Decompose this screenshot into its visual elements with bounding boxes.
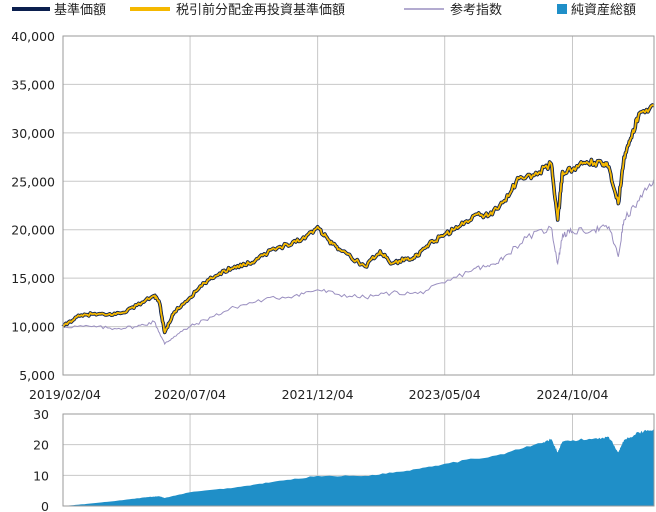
y-tick-label: 5,000 [19,368,55,383]
series-line-nav [61,103,655,335]
sub-y-tick-label: 30 [33,407,49,422]
legend-label-benchmark: 参考指数 [450,2,502,18]
main-chart-series [61,103,655,346]
y-tick-label: 10,000 [11,320,55,335]
y-tick-label: 30,000 [11,126,55,141]
main-chart-axes: 5,000 10,000 15,000 20,000 25,000 30,000 35,00… [11,29,655,402]
x-tick-label: 2020/07/04 [154,387,226,402]
sub-plot-frame [62,413,655,507]
y-tick-label: 35,000 [11,77,55,92]
x-tick-label: 2019/02/04 [29,387,101,402]
net-assets-series [63,428,654,506]
y-tick-label: 20,000 [11,223,55,238]
sub-y-tick-label: 10 [33,468,49,483]
x-tick-label: 2023/05/04 [409,387,481,402]
legend-label-net-assets: 純資産総額 [571,2,636,18]
main-chart-grid [62,35,654,376]
sub-y-tick-label: 0 [41,499,49,512]
y-tick-label: 40,000 [11,29,55,44]
y-tick-label: 25,000 [11,174,55,189]
series-line-reinvested [62,104,655,334]
legend: 基準価額 税引前分配金再投資基準価額 参考指数 純資産総額 [12,2,636,18]
series-line-benchmark [62,179,655,346]
legend-label-reinvested: 税引前分配金再投資基準価額 [176,2,345,18]
sub-y-tick-label: 20 [33,438,49,453]
series-area-net-assets [63,428,654,506]
x-tick-label: 2021/12/04 [282,387,354,402]
legend-label-nav: 基準価額 [54,2,106,18]
y-tick-label: 15,000 [11,271,55,286]
legend-swatch-net-assets [557,4,567,14]
x-tick-label: 2024/10/04 [536,387,608,402]
net-assets-axes: 0 10 20 30 [33,407,655,512]
main-plot-frame [62,35,655,376]
